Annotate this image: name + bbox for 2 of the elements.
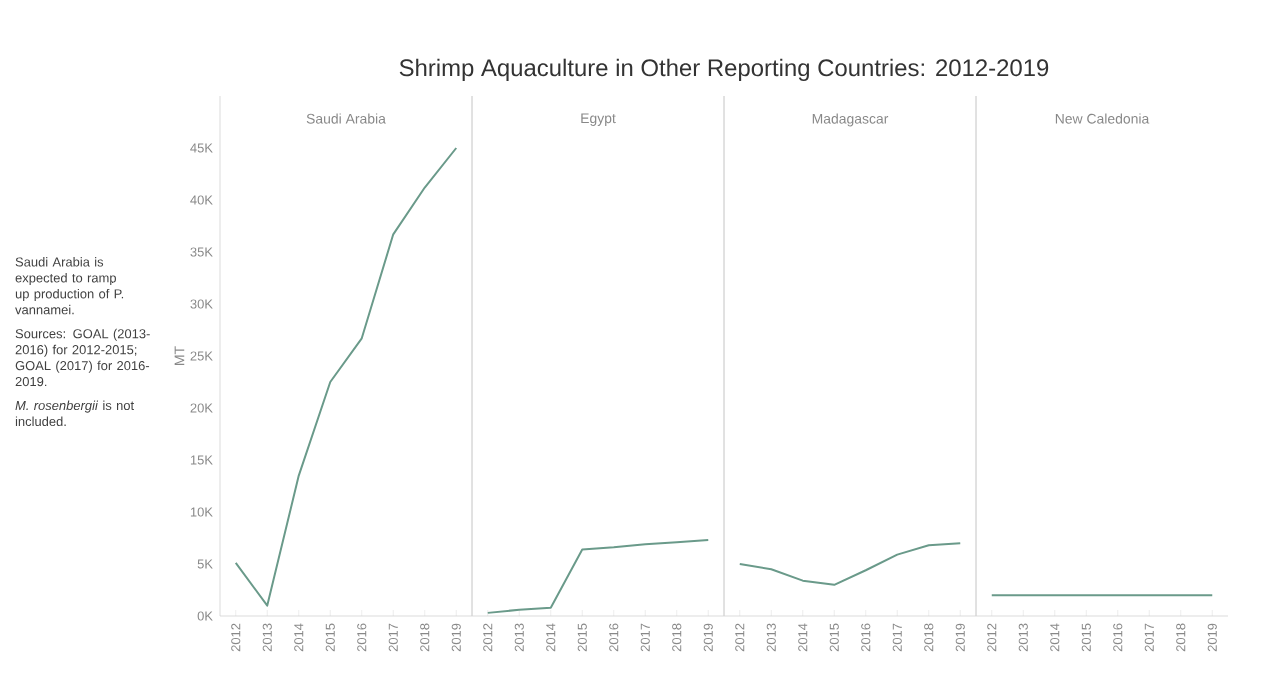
line-series — [234, 147, 458, 607]
text: Shrimp Aquaculture in Other Reporting Countries: 2012-2019 — [399, 58, 1049, 81]
